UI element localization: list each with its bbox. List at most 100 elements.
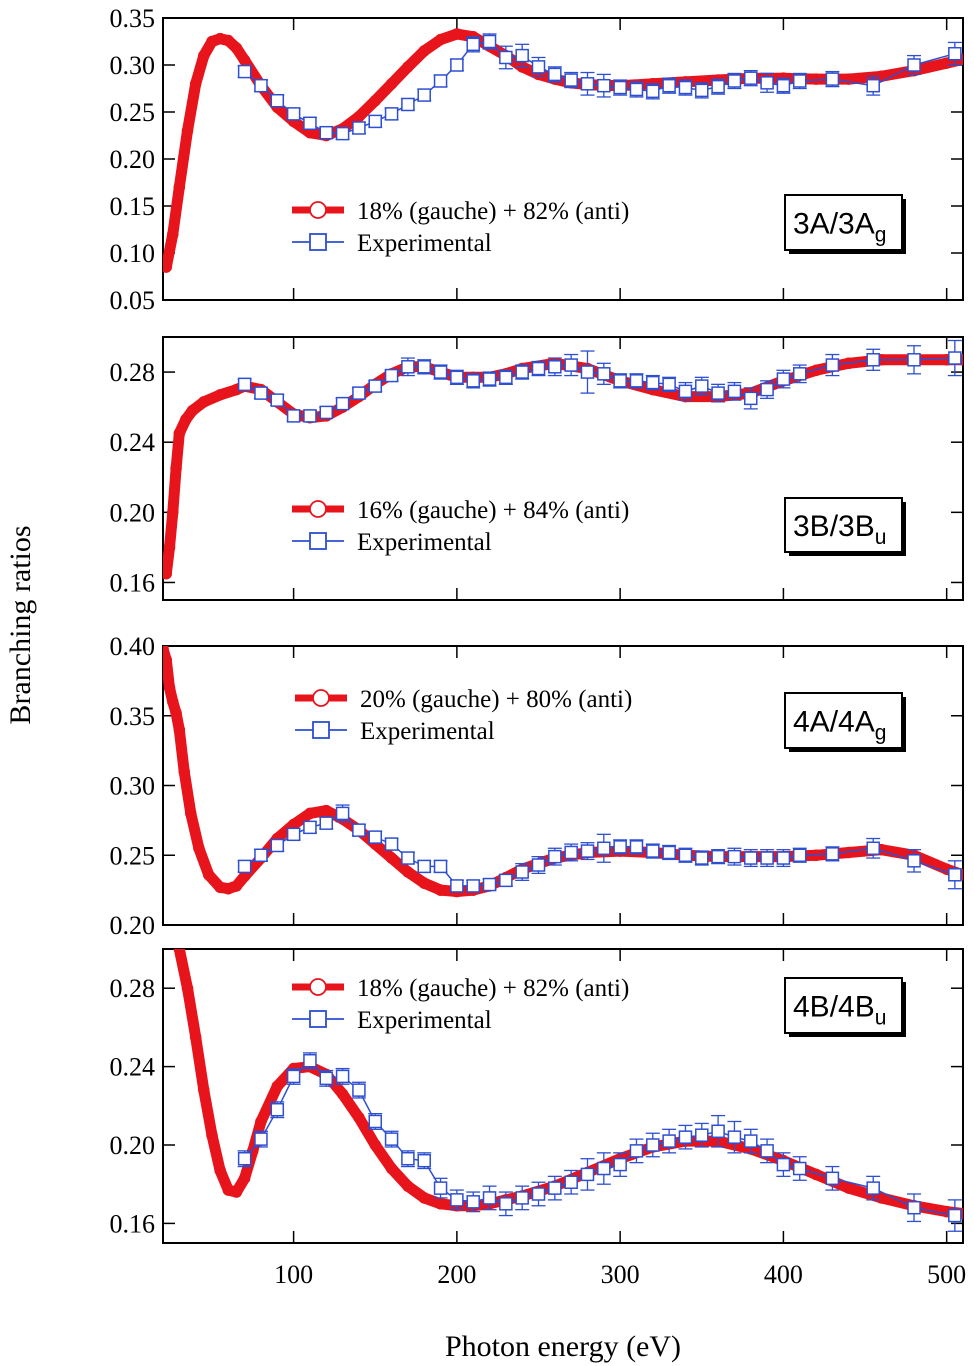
experimental-point: [401, 97, 415, 112]
plot-frame: [162, 17, 964, 301]
experimental-point: [825, 72, 840, 86]
experimental-point: [286, 409, 301, 423]
theory-point: [230, 42, 243, 54]
legend-experimental-label: Experimental: [357, 1007, 492, 1034]
experimental-point: [401, 1151, 415, 1166]
experimental-point: [368, 379, 382, 393]
y-tick-label: 0.24: [110, 428, 156, 457]
plot-area: [163, 339, 963, 580]
experimental-point: [744, 391, 758, 406]
theory-point: [402, 866, 414, 878]
experimental-point: [466, 37, 480, 52]
theory-point: [163, 646, 169, 655]
experimental-point: [548, 360, 562, 374]
experimental-point: [646, 84, 660, 99]
experimental-point: [482, 34, 497, 49]
theory-point: [385, 1162, 398, 1175]
experimental-point: [352, 823, 366, 837]
experimental-point: [499, 1197, 513, 1211]
experimental-point: [776, 78, 791, 93]
theory-point: [167, 228, 179, 240]
legend-experimental-marker: [309, 233, 327, 251]
x-tick-label: 400: [764, 1260, 803, 1289]
theory-point: [230, 880, 243, 892]
experimental-point: [254, 78, 268, 93]
experimental-point: [368, 830, 382, 844]
experimental-point: [678, 80, 693, 95]
experimental-point: [450, 370, 464, 385]
experimental-point: [335, 1069, 350, 1084]
experimental-point: [948, 868, 962, 882]
panel-tag-label: 3B/3Bu: [793, 510, 886, 549]
x-tick-label: 500: [927, 1260, 966, 1289]
theory-point: [170, 707, 182, 719]
theory-point: [434, 884, 447, 896]
experimental-point: [384, 368, 399, 383]
experimental-point: [629, 82, 644, 97]
experimental-point: [254, 848, 268, 862]
theory-point: [402, 61, 414, 73]
experimental-point: [515, 365, 529, 379]
experimental-point: [482, 372, 497, 386]
theory-point: [238, 1172, 251, 1185]
experimental-point: [711, 1124, 725, 1139]
experimental-point: [401, 851, 415, 865]
theory-point: [189, 1031, 202, 1043]
y-tick-label: 0.24: [110, 1053, 156, 1082]
theory-point: [214, 389, 226, 401]
theory-point: [173, 427, 186, 440]
panel-tag-label: 3A/3Ag: [793, 208, 886, 247]
experimental-point: [286, 107, 301, 121]
theory-point: [222, 882, 235, 895]
experimental-point: [792, 367, 807, 381]
experimental-point: [662, 1134, 676, 1148]
y-axis-title: Branching ratios: [4, 525, 37, 724]
theory-point: [418, 877, 430, 889]
theory-point: [214, 881, 226, 894]
experimental-point: [417, 360, 431, 374]
theory-point: [189, 78, 202, 90]
experimental-point: [270, 393, 285, 407]
experimental-point: [466, 374, 480, 388]
experimental-point: [368, 114, 382, 129]
theory-point: [402, 1180, 414, 1192]
experimental-point: [580, 844, 595, 858]
experimental-point: [727, 384, 742, 399]
theory-point: [202, 869, 215, 881]
experimental-point: [662, 845, 676, 860]
y-tick-label: 0.28: [110, 974, 156, 1003]
experimental-point: [564, 1175, 578, 1189]
experimental-point: [580, 1167, 595, 1182]
panel-tag-box: [784, 194, 903, 251]
experimental-point: [866, 841, 880, 856]
theory-point: [163, 261, 173, 273]
experimental-point: [286, 827, 301, 842]
experimental-point: [531, 361, 546, 376]
theory-point: [173, 723, 186, 736]
experimental-point: [335, 806, 350, 821]
experimental-point: [270, 1102, 285, 1117]
experimental-point: [450, 58, 464, 72]
experimental-point: [531, 1187, 546, 1201]
experimental-point: [237, 64, 252, 79]
experimental-point: [948, 46, 962, 61]
panel-tag: 3A/3Ag: [784, 194, 906, 254]
theory-point: [167, 506, 179, 519]
theory-point: [304, 807, 316, 820]
experimental-point: [662, 78, 676, 93]
experimental-point: [760, 851, 774, 865]
experimental-point: [613, 80, 627, 95]
y-tick-label: 0.16: [110, 568, 156, 597]
y-tick-label: 0.16: [110, 1209, 156, 1238]
experimental-point: [646, 375, 660, 390]
theory-point: [185, 807, 197, 820]
panel-tag-main: 3B/3B: [793, 510, 875, 543]
plot-frame: [162, 948, 964, 1244]
y-tick-label: 0.28: [110, 358, 156, 387]
theory-point: [451, 28, 463, 40]
experimental-point: [646, 1138, 660, 1152]
theory-point: [198, 1084, 210, 1096]
experimental-point: [499, 370, 513, 385]
panel-3: 0.20 0.25 0.30 0.35 0.40 20% (gauche) + 80% (…: [110, 632, 964, 940]
experimental-point: [907, 353, 921, 367]
